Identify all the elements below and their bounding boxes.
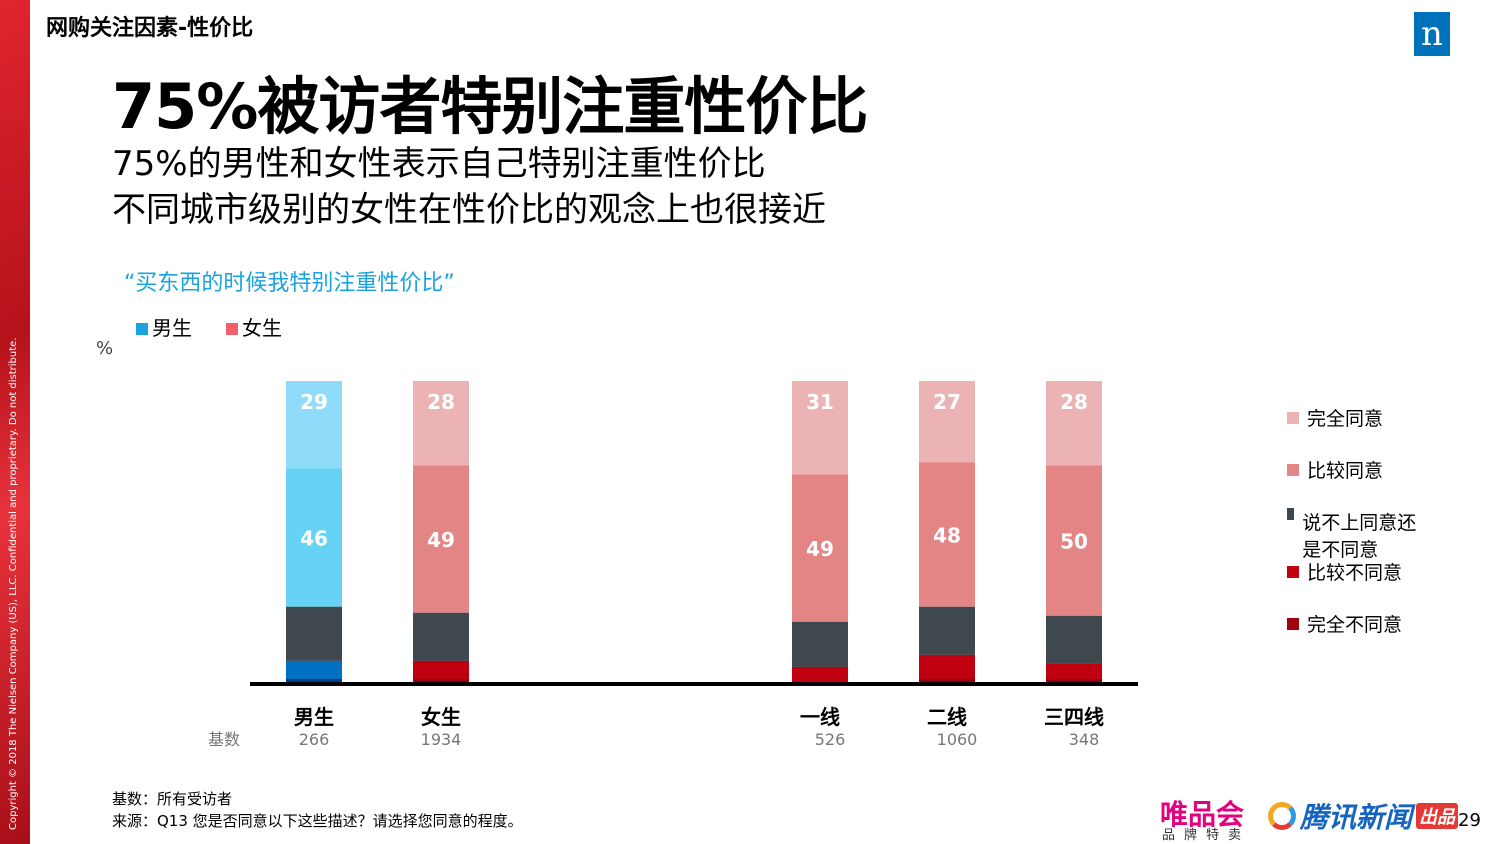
base-value: 348	[1069, 730, 1100, 749]
nielsen-logo: n	[1414, 12, 1450, 56]
bar-segment	[413, 381, 469, 466]
bar-segment	[919, 381, 975, 463]
bar-segment	[1046, 663, 1102, 679]
tencent-news-icon	[1268, 802, 1296, 830]
bar-segment	[792, 474, 848, 622]
data-label: 29	[300, 390, 328, 414]
vip-logo: 唯品会	[1160, 798, 1245, 831]
bar-segment	[1046, 465, 1102, 616]
vip-logo-sub: 品牌特卖	[1162, 828, 1251, 843]
page-title: 75%被访者特别注重性价比	[112, 70, 868, 143]
data-label: 49	[806, 537, 834, 561]
bar-segment	[286, 660, 342, 679]
footnote-base: 基数：所有受访者	[112, 790, 233, 808]
bar-segment	[919, 462, 975, 607]
category-label: 一线	[800, 705, 840, 729]
bar-segment	[286, 606, 342, 661]
bar-segment	[286, 381, 342, 469]
base-label: 基数	[208, 730, 240, 749]
bar-segment	[413, 678, 469, 682]
red-side-strip: Copyright © 2018 The Nielsen Company (US…	[0, 0, 30, 844]
bar-segment	[792, 666, 848, 682]
page-number: 29	[1458, 810, 1481, 831]
bar-segment	[919, 678, 975, 682]
bar-segment	[413, 612, 469, 661]
bar-segment	[1046, 678, 1102, 682]
data-label: 31	[806, 390, 834, 414]
legend-item: 比较不同意	[1287, 558, 1402, 585]
base-value: 1060	[937, 730, 978, 749]
bar-segment	[792, 621, 848, 667]
legend-item: 说不上同意还是不同意	[1287, 508, 1417, 562]
data-label: 46	[300, 527, 328, 551]
data-label: 50	[1060, 530, 1088, 554]
section-title: 网购关注因素-性价比	[46, 16, 254, 41]
legend-item: 完全同意	[1287, 404, 1383, 431]
legend-item: 完全不同意	[1287, 610, 1402, 637]
data-label: 28	[427, 390, 455, 414]
data-label: 49	[427, 528, 455, 552]
footnote-source: 来源：Q13 您是否同意以下这些描述？请选择您同意的程度。	[112, 812, 523, 830]
base-value: 526	[815, 730, 846, 749]
category-label: 女生	[421, 705, 461, 729]
bar-segment	[1046, 615, 1102, 664]
bar-segment	[413, 660, 469, 679]
subtitle-2: 不同城市级别的女性在性价比的观念上也很接近	[112, 190, 826, 230]
data-label: 27	[933, 390, 961, 414]
bar-segment	[413, 465, 469, 613]
category-label: 二线	[927, 705, 967, 729]
legend-male: 男生	[136, 312, 192, 341]
bar-segment	[919, 606, 975, 655]
bar-segment	[792, 381, 848, 475]
category-label: 男生	[294, 705, 334, 729]
chart-title: “买东西的时候我特别注重性价比”	[124, 271, 455, 296]
legend-female: 女生	[226, 312, 282, 341]
subtitle-1: 75%的男性和女性表示自己特别注重性价比	[112, 144, 766, 184]
y-unit: %	[96, 338, 114, 359]
bar-segment	[286, 468, 342, 607]
tencent-news-logo: 腾讯新闻 出品	[1268, 796, 1459, 836]
base-value: 1934	[421, 730, 462, 749]
data-label: 48	[933, 524, 961, 548]
bar-segment	[286, 678, 342, 682]
legend-item: 比较同意	[1287, 456, 1383, 483]
category-label: 三四线	[1044, 705, 1104, 729]
base-value: 266	[299, 730, 330, 749]
data-label: 28	[1060, 390, 1088, 414]
bar-segment	[1046, 381, 1102, 466]
bar-segment	[919, 654, 975, 679]
